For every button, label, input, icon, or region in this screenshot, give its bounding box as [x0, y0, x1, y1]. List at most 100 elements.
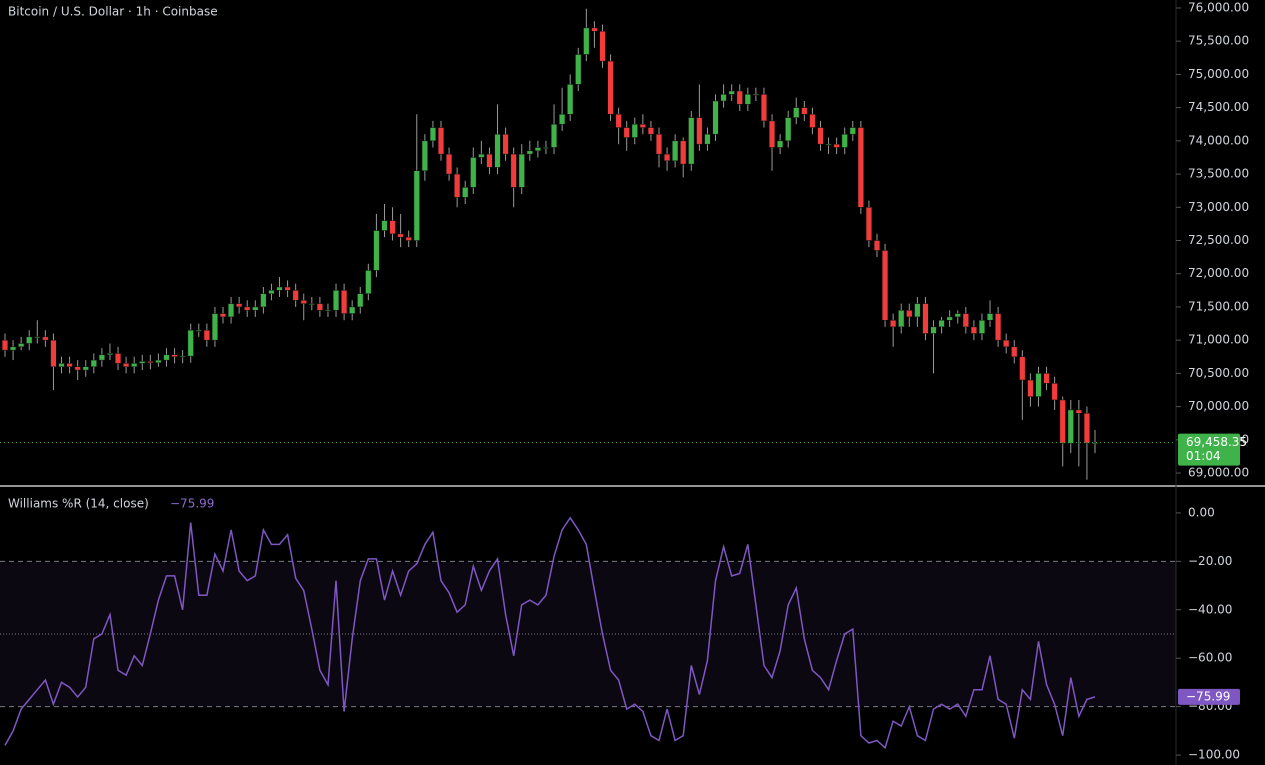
y-tick-label: −40.00	[1188, 602, 1232, 616]
candle-body	[696, 117, 703, 145]
candle-body	[898, 310, 905, 328]
indicator-title: Williams %R (14, close)	[8, 497, 149, 511]
candle-body	[881, 250, 889, 321]
candle-body	[373, 230, 380, 271]
candle-body	[486, 153, 493, 168]
indicator-value: −75.99	[170, 497, 214, 511]
candle-body	[962, 313, 969, 328]
candle-body	[550, 123, 558, 148]
candle-body	[663, 153, 671, 162]
candle-body	[462, 187, 469, 198]
candle-body	[785, 117, 792, 142]
candle-body	[720, 94, 727, 102]
candle-body	[688, 117, 695, 165]
candle-body	[817, 127, 824, 145]
candle-body	[623, 127, 630, 138]
y-tick-label: 71,500.00	[1188, 299, 1249, 313]
candle-body	[397, 233, 404, 238]
candle-body	[300, 300, 307, 304]
candle-body	[1027, 379, 1034, 397]
candle-body	[825, 143, 832, 146]
y-tick-label: 71,000.00	[1188, 333, 1249, 347]
candle-body	[1035, 373, 1042, 397]
candle-body	[672, 140, 679, 162]
candle-body	[203, 329, 210, 341]
candle-body	[252, 306, 259, 311]
candle-body	[995, 313, 1002, 341]
chart-title: Bitcoin / U.S. Dollar · 1h · Coinbase	[8, 5, 218, 19]
candle-body	[712, 100, 719, 135]
candle-body	[114, 353, 122, 364]
y-tick-label: 70,000.00	[1188, 399, 1249, 413]
candle-body	[639, 123, 646, 128]
y-tick-label: 69,000.00	[1188, 466, 1249, 480]
last-price-badge	[1178, 433, 1240, 466]
candle-body	[58, 363, 65, 367]
y-tick-label: −100.00	[1188, 748, 1240, 762]
candle-body	[801, 107, 808, 115]
candle-body	[219, 313, 227, 318]
candle-body	[381, 220, 388, 231]
candle-body	[18, 343, 25, 348]
candle-body	[575, 54, 582, 85]
candle-body	[292, 290, 299, 301]
last-value-badge	[1178, 688, 1240, 705]
candle-body	[752, 94, 759, 96]
candle-body	[316, 303, 323, 311]
y-tick-label: −20.00	[1188, 554, 1232, 568]
candle-body	[260, 293, 267, 308]
candle-body	[518, 153, 525, 188]
y-tick-label: 74,500.00	[1188, 100, 1249, 114]
y-tick-label: 75,500.00	[1188, 34, 1249, 48]
candle-body	[591, 27, 598, 32]
candle-body	[478, 153, 485, 158]
candle-body	[567, 84, 574, 115]
y-tick-label: 0.00	[1188, 505, 1215, 519]
candle-body	[211, 313, 219, 341]
y-tick-label: 72,500.00	[1188, 233, 1249, 247]
candle-body	[768, 120, 776, 148]
candle-body	[841, 133, 848, 148]
candle-body	[978, 319, 986, 334]
candle-body	[970, 326, 977, 334]
candle-body	[195, 329, 202, 332]
candle-body	[502, 133, 509, 155]
candle-body	[559, 114, 566, 125]
candle-body	[74, 366, 81, 371]
y-tick-label: 74,000.00	[1188, 133, 1249, 147]
candle-body	[494, 133, 501, 168]
candle-body	[454, 173, 461, 198]
candle-body	[906, 310, 913, 318]
candle-body	[82, 366, 89, 371]
candle-body	[1, 339, 9, 351]
candle-body	[526, 150, 533, 155]
candle-body	[986, 313, 994, 321]
candle-body	[954, 313, 961, 318]
candle-body	[1011, 346, 1018, 358]
candle-body	[179, 355, 186, 358]
candle-body	[1003, 339, 1010, 348]
candle-body	[647, 127, 655, 135]
candle-body	[736, 90, 743, 105]
candle-body	[777, 140, 784, 148]
candle-body	[66, 363, 73, 367]
candle-body	[1043, 373, 1050, 384]
candle-body	[809, 114, 816, 128]
candle-body	[123, 363, 130, 367]
candle-body	[510, 153, 517, 188]
candle-body	[50, 339, 57, 367]
candle-body	[1083, 412, 1091, 444]
candle-body	[1075, 409, 1082, 414]
candle-body	[890, 319, 897, 328]
y-tick-label: 70,500.00	[1188, 366, 1249, 380]
candle-body	[268, 290, 275, 294]
candle-body	[1019, 356, 1026, 381]
candle-body	[704, 133, 711, 145]
indicator-line	[4, 516, 1096, 750]
candle-body	[106, 353, 114, 356]
candle-body	[470, 157, 477, 188]
candle-body	[308, 303, 315, 305]
candle-body	[171, 354, 178, 358]
candle-body	[865, 207, 873, 241]
